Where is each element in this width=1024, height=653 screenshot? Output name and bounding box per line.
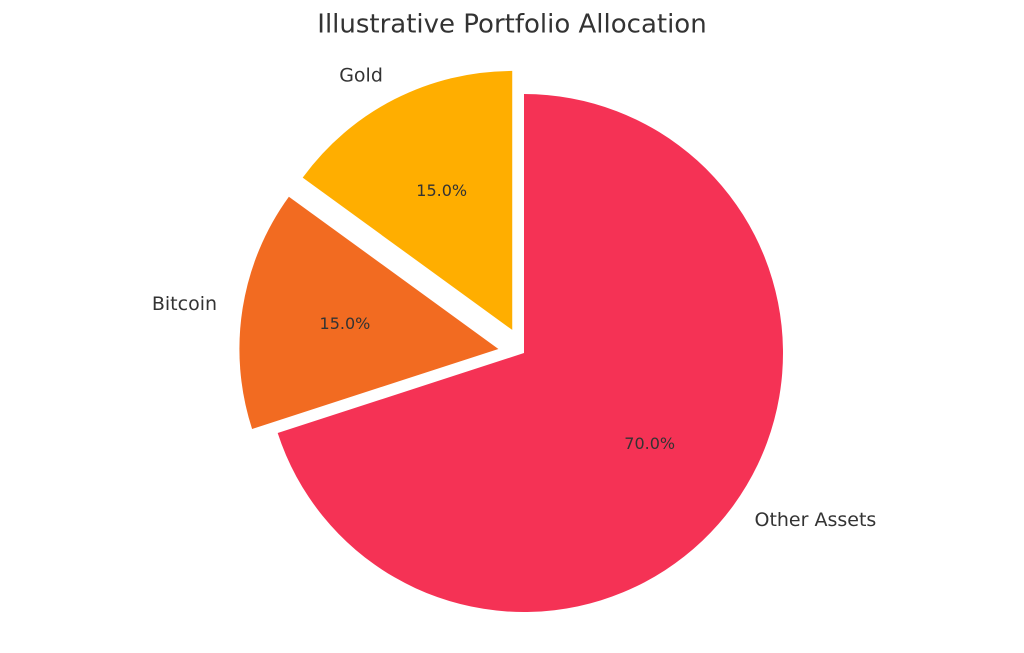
pie-slice: [239, 196, 499, 429]
chart-title: Illustrative Portfolio Allocation: [317, 10, 706, 40]
slice-label: Bitcoin: [152, 293, 217, 315]
slice-label: Other Assets: [754, 509, 876, 531]
pie-slice: [277, 94, 783, 612]
pie-slice: [302, 70, 513, 330]
percent-label: 15.0%: [416, 181, 467, 200]
percent-label: 70.0%: [624, 434, 675, 453]
slice-label: Gold: [339, 65, 383, 87]
percent-label: 15.0%: [320, 314, 371, 333]
